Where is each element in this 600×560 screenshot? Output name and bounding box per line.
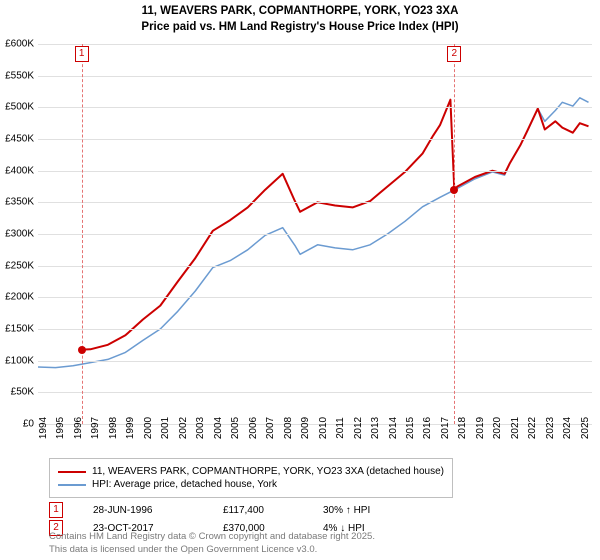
series-property [82, 100, 589, 350]
key-delta-1: 30% ↑ HPI [323, 505, 370, 516]
gridline [38, 44, 592, 45]
gridline [38, 392, 592, 393]
legend: 11, WEAVERS PARK, COPMANTHORPE, YORK, YO… [49, 458, 453, 498]
marker-dot [78, 346, 86, 354]
ytick-label: £550K [0, 70, 34, 81]
ytick-label: £600K [0, 39, 34, 50]
gridline [38, 76, 592, 77]
gridline [38, 234, 592, 235]
ytick-label: £400K [0, 165, 34, 176]
ytick-label: £350K [0, 197, 34, 208]
gridline [38, 329, 592, 330]
marker-label: 2 [447, 46, 461, 62]
key-row-1: 1 28-JUN-1996 £117,400 30% ↑ HPI [49, 502, 370, 518]
chart-title: 11, WEAVERS PARK, COPMANTHORPE, YORK, YO… [0, 0, 600, 35]
title-line-1: 11, WEAVERS PARK, COPMANTHORPE, YORK, YO… [0, 4, 600, 20]
ytick-label: £0 [0, 419, 34, 430]
footnote-line-2: This data is licensed under the Open Gov… [49, 544, 375, 556]
legend-label-property: 11, WEAVERS PARK, COPMANTHORPE, YORK, YO… [92, 466, 444, 477]
ytick-label: £450K [0, 134, 34, 145]
ytick-label: £250K [0, 260, 34, 271]
gridline [38, 266, 592, 267]
legend-swatch-property [58, 471, 86, 473]
marker-vline [82, 44, 83, 424]
gridline [38, 424, 592, 425]
marker-dot [450, 186, 458, 194]
gridline [38, 107, 592, 108]
gridline [38, 297, 592, 298]
marker-label: 1 [75, 46, 89, 62]
ytick-label: £50K [0, 387, 34, 398]
key-marker-1: 1 [49, 502, 63, 518]
key-price-1: £117,400 [223, 505, 323, 516]
ytick-label: £150K [0, 324, 34, 335]
footnote-line-1: Contains HM Land Registry data © Crown c… [49, 531, 375, 543]
ytick-label: £500K [0, 102, 34, 113]
legend-swatch-hpi [58, 484, 86, 486]
legend-row-property: 11, WEAVERS PARK, COPMANTHORPE, YORK, YO… [58, 466, 444, 477]
ytick-label: £300K [0, 229, 34, 240]
legend-row-hpi: HPI: Average price, detached house, York [58, 479, 444, 490]
marker-vline [454, 44, 455, 424]
ytick-label: £200K [0, 292, 34, 303]
footnote: Contains HM Land Registry data © Crown c… [49, 531, 375, 556]
key-date-1: 28-JUN-1996 [93, 505, 223, 516]
gridline [38, 361, 592, 362]
chart-container: 11, WEAVERS PARK, COPMANTHORPE, YORK, YO… [0, 0, 600, 560]
gridline [38, 202, 592, 203]
plot-area: £0£50K£100K£150K£200K£250K£300K£350K£400… [38, 44, 592, 424]
gridline [38, 139, 592, 140]
ytick-label: £100K [0, 355, 34, 366]
title-line-2: Price paid vs. HM Land Registry's House … [0, 20, 600, 36]
legend-label-hpi: HPI: Average price, detached house, York [92, 479, 277, 490]
gridline [38, 171, 592, 172]
